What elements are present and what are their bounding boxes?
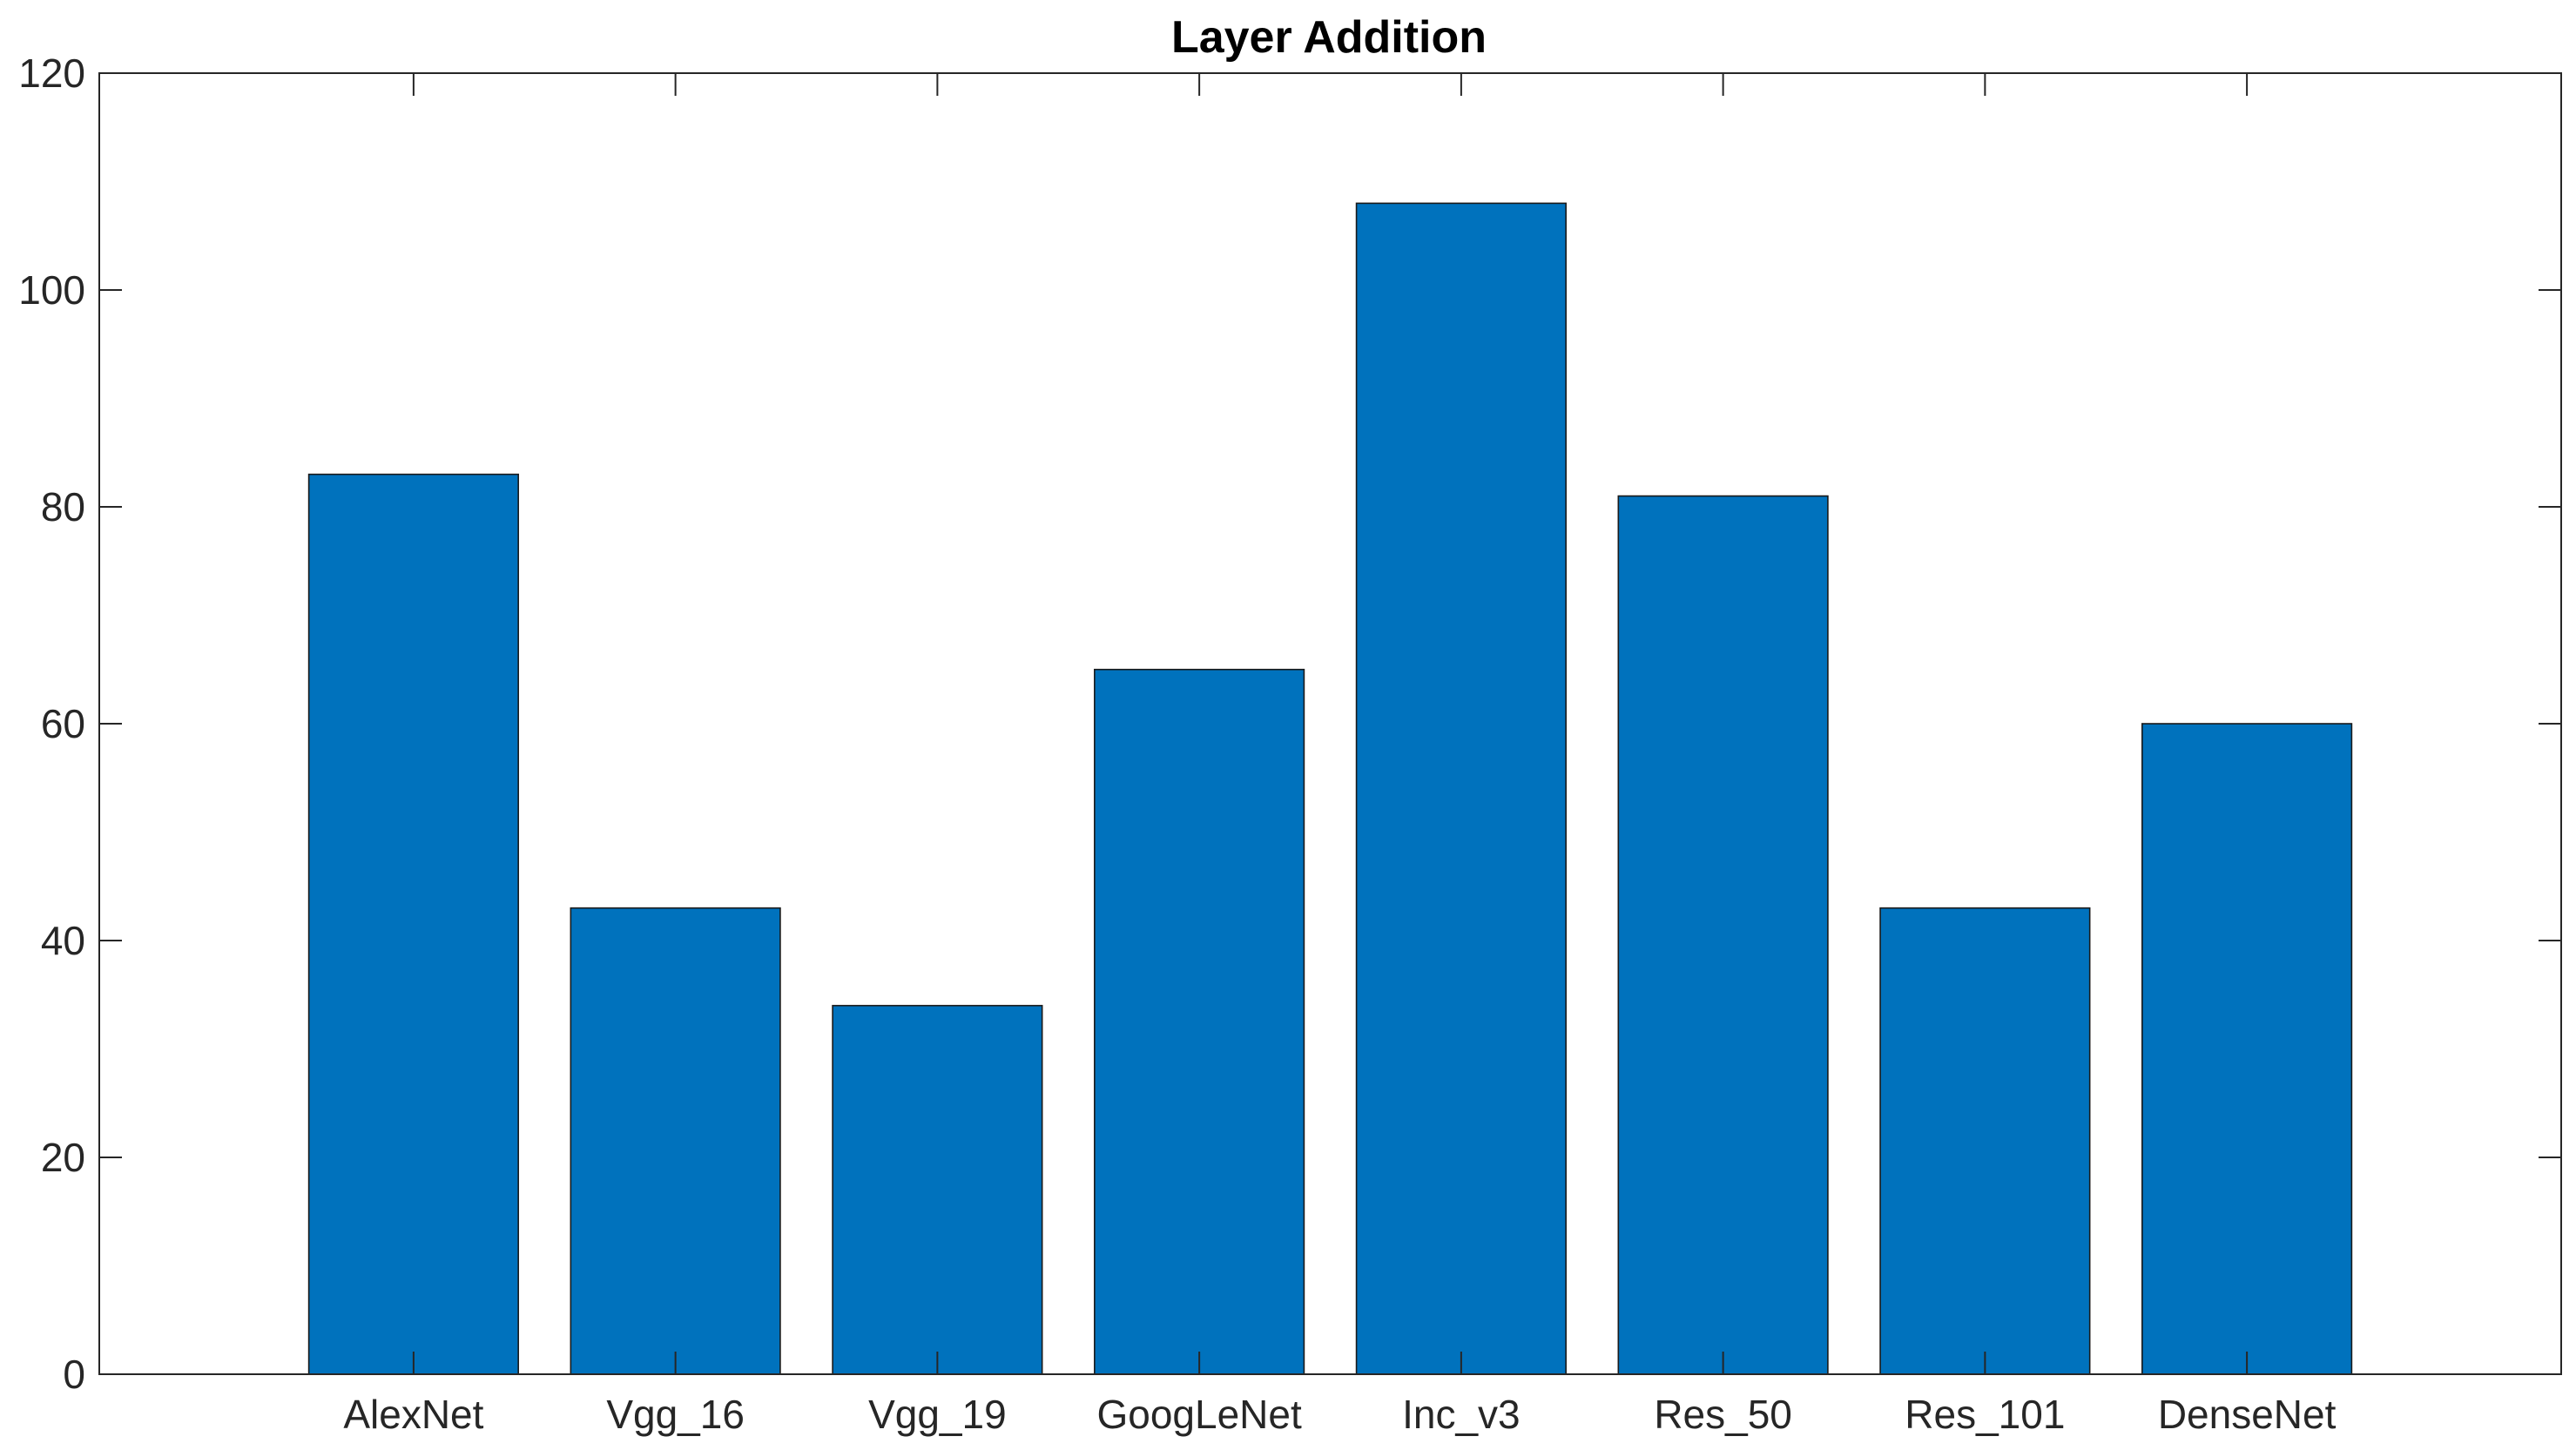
x-tick-label: Inc_v3	[1402, 1392, 1521, 1437]
plot-area: 0 20 40 60 80 100 120 AlexNet Vgg_16 Vgg_19 GoogLe…	[18, 51, 2562, 1437]
y-tick-label: 0	[63, 1352, 85, 1397]
x-tick-label: Res_101	[1905, 1392, 2065, 1437]
x-tick-label: Vgg_19	[868, 1392, 1007, 1437]
x-tick-label: GoogLeNet	[1096, 1392, 1301, 1437]
bar-vgg-19	[832, 1004, 1043, 1375]
x-tick-label: Res_50	[1654, 1392, 1792, 1437]
bar-res-50	[1617, 495, 1829, 1375]
y-tick-label: 20	[41, 1135, 85, 1180]
y-tick-label: 120	[18, 51, 85, 96]
y-tick-label: 100	[18, 267, 85, 313]
bar-googlenet	[1094, 668, 1305, 1375]
bar-res-101	[1879, 907, 2091, 1375]
x-tick-label: Vgg_16	[606, 1392, 745, 1437]
y-tick-label: 80	[41, 484, 85, 529]
bar-inc-v3	[1355, 202, 1567, 1375]
bar-densenet	[2141, 723, 2353, 1375]
y-tick-label: 60	[41, 701, 85, 746]
bar-vgg-16	[570, 907, 781, 1375]
x-tick-label: AlexNet	[343, 1392, 483, 1437]
y-tick-label: 40	[41, 918, 85, 963]
x-tick-label: DenseNet	[2158, 1392, 2337, 1437]
chart-title: Layer Addition	[1171, 12, 1487, 63]
bar-alexnet	[307, 473, 519, 1375]
